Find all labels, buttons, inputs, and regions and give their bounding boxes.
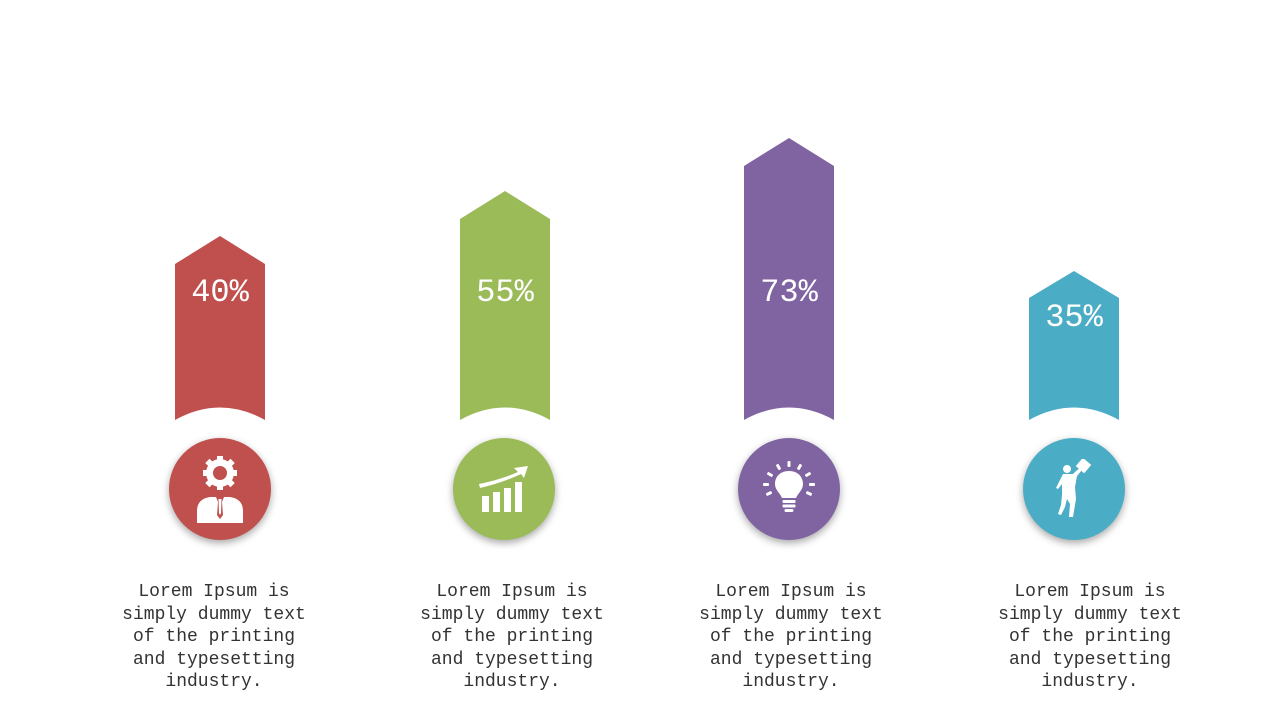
percent-label-2: 55% xyxy=(476,274,534,311)
growth-chart-icon xyxy=(479,466,528,512)
icon-circle-3 xyxy=(738,438,840,540)
person-with-sign-icon xyxy=(1056,459,1092,517)
description-2: Lorem Ipsum is simply dummy text of the … xyxy=(420,582,604,692)
percent-label-3: 73% xyxy=(760,274,818,311)
lightbulb-icon xyxy=(763,461,815,512)
arrow-bar-1 xyxy=(175,236,265,420)
icon-circle-2 xyxy=(453,438,555,540)
percent-label-1: 40% xyxy=(191,274,249,311)
icon-circle-1 xyxy=(169,438,271,540)
percent-label-4: 35% xyxy=(1045,299,1103,336)
arrow-bar-3 xyxy=(744,138,834,420)
description-4: Lorem Ipsum is simply dummy text of the … xyxy=(998,582,1182,692)
businessman-gear-icon xyxy=(197,456,243,523)
arrow-bar-2 xyxy=(460,191,550,420)
description-3: Lorem Ipsum is simply dummy text of the … xyxy=(699,582,883,692)
description-1: Lorem Ipsum is simply dummy text of the … xyxy=(122,582,306,692)
icon-circle-4 xyxy=(1023,438,1125,540)
arrow-bar-4 xyxy=(1029,271,1119,420)
